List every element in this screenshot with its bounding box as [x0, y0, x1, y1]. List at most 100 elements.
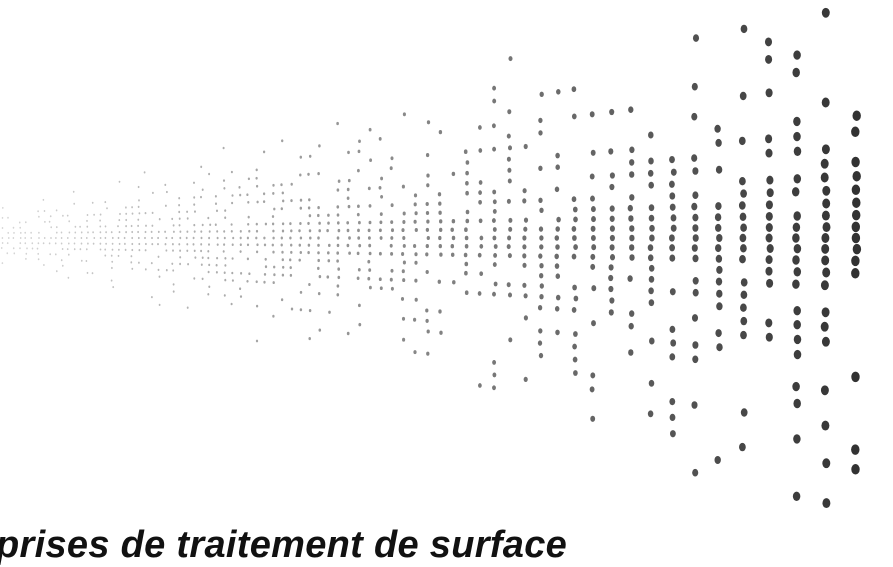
dot [378, 277, 382, 282]
dot [178, 204, 181, 207]
dot [151, 242, 154, 246]
dot [572, 206, 578, 213]
dot [507, 178, 512, 184]
dot [821, 97, 830, 108]
dot [478, 125, 482, 130]
dot [200, 230, 203, 233]
dot [200, 165, 203, 169]
dot [450, 227, 454, 232]
dot [851, 209, 861, 221]
dot [669, 413, 676, 422]
dot [400, 296, 405, 301]
dot [792, 67, 800, 78]
dot [590, 415, 596, 422]
dot [25, 221, 27, 224]
dot [38, 236, 40, 240]
dot [299, 308, 303, 312]
dot [111, 260, 114, 263]
dot [629, 159, 635, 166]
dot [309, 236, 312, 240]
dot [738, 136, 746, 146]
dot [573, 216, 578, 223]
dot [178, 197, 181, 200]
dot [792, 255, 800, 265]
dot [538, 328, 543, 334]
dot [62, 214, 64, 217]
dot [298, 243, 302, 247]
dot [716, 289, 723, 298]
dot [207, 270, 210, 274]
dot [158, 303, 161, 307]
dot [164, 183, 167, 187]
dot [425, 308, 429, 313]
dot [282, 265, 285, 269]
dot [765, 332, 773, 342]
dot [571, 86, 577, 93]
dot [185, 236, 188, 240]
dot [13, 231, 15, 234]
dot [86, 225, 89, 228]
dot [627, 204, 633, 212]
dot [123, 236, 126, 240]
dot [336, 236, 340, 240]
dot [263, 243, 267, 247]
dot [273, 207, 276, 211]
dot [669, 353, 676, 361]
dot [691, 82, 698, 91]
dot [19, 247, 21, 250]
dot [73, 248, 76, 251]
dot [262, 200, 266, 204]
dot [67, 242, 70, 245]
dot [493, 281, 498, 287]
dot [328, 310, 331, 314]
dot [144, 211, 147, 215]
dot [740, 316, 748, 326]
dot [61, 264, 64, 267]
dot [55, 236, 57, 240]
dot [554, 186, 560, 193]
dot [289, 266, 292, 270]
dot [223, 271, 226, 274]
dot [201, 223, 204, 227]
dot [390, 236, 394, 240]
dot [463, 149, 468, 154]
dot [232, 236, 235, 240]
dot [691, 314, 699, 322]
dot [357, 236, 361, 240]
dot [714, 124, 721, 133]
dot [539, 244, 544, 250]
dot [272, 191, 275, 195]
dot [8, 237, 10, 239]
dot [216, 256, 219, 260]
dot [54, 253, 57, 256]
dot [669, 397, 676, 406]
dot [821, 7, 830, 18]
dot [792, 233, 800, 243]
dot [308, 154, 312, 158]
dot [507, 292, 513, 298]
dot [326, 275, 330, 279]
dot [851, 126, 860, 138]
dot [91, 201, 94, 204]
dot [793, 50, 801, 60]
dot [715, 329, 722, 338]
dot [648, 214, 655, 222]
dot [647, 244, 654, 252]
dot [692, 288, 699, 297]
dot [49, 253, 52, 256]
dot [478, 190, 482, 195]
dot [186, 249, 189, 252]
dot [104, 201, 107, 204]
dot [508, 217, 513, 223]
dot [401, 269, 405, 274]
dot [106, 207, 108, 210]
dot [669, 254, 676, 262]
dot [670, 168, 677, 176]
dot [67, 253, 70, 256]
dot [130, 261, 133, 264]
dot [538, 197, 543, 203]
dot [246, 257, 249, 261]
dot [31, 247, 34, 250]
dot [317, 172, 320, 176]
dot [49, 215, 52, 218]
